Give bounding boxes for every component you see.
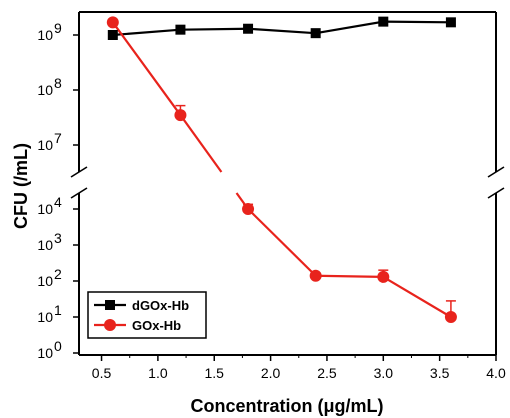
y-axis-break-left — [70, 166, 88, 199]
series-line-segment — [315, 20, 384, 35]
series-line-segment — [247, 208, 317, 277]
y-tick-label: 10 — [37, 237, 53, 253]
y-tick-exponent: 0 — [54, 338, 62, 354]
series-line-segment — [112, 28, 181, 37]
y-axis-break-right — [487, 166, 505, 199]
series-line-segment — [315, 274, 384, 278]
series-line-segment — [180, 27, 249, 31]
legend-marker-circle — [104, 319, 116, 331]
x-axis-title: Concentration (μg/mL) — [191, 396, 384, 416]
data-point-circle — [242, 203, 255, 215]
y-tick-exponent: 1 — [54, 302, 62, 318]
x-tick-label: 2.5 — [317, 365, 337, 381]
y-tick-exponent: 7 — [54, 130, 62, 146]
x-tick-label: 4.0 — [486, 365, 506, 381]
data-point-square — [243, 23, 254, 34]
data-point-square — [107, 30, 118, 40]
y-tick-label: 10 — [37, 82, 53, 98]
legend-marker-square — [105, 300, 115, 310]
legend-label: GOx-Hb — [132, 318, 181, 333]
data-point-square — [310, 28, 321, 39]
data-point-circle — [309, 269, 322, 282]
legend: dGOx-Hb GOx-Hb — [87, 291, 207, 339]
series-markers — [106, 16, 457, 323]
data-point-square — [445, 17, 456, 28]
x-tick-label: 1.5 — [205, 365, 225, 381]
y-tick-exponent: 3 — [54, 230, 62, 246]
series-line-segment — [111, 21, 182, 116]
y-axis-title: CFU (/mL) — [11, 143, 31, 229]
series-line-segment — [247, 27, 316, 35]
axes — [70, 11, 505, 361]
y-tick-label: 10 — [37, 309, 53, 325]
x-tick-label: 3.5 — [430, 365, 450, 381]
y-tick-exponent: 4 — [54, 194, 62, 210]
y-tick-exponent: 8 — [54, 75, 62, 91]
x-tick-label: 0.5 — [92, 365, 112, 381]
data-point-circle — [377, 270, 390, 283]
y-tick-label: 10 — [37, 273, 53, 289]
tick-labels: 0.5 1.0 1.5 2.0 2.5 3.0 3.5 4.010 010 110 210 310 41… — [37, 20, 506, 381]
legend-label: dGOx-Hb — [132, 298, 189, 313]
y-tick-label: 10 — [37, 201, 53, 217]
y-tick-label: 10 — [37, 27, 53, 43]
series-line-segment — [179, 114, 223, 173]
y-tick-label: 10 — [37, 345, 53, 361]
series-line-segment — [383, 20, 451, 24]
y-tick-exponent: 9 — [54, 20, 62, 36]
y-tick-exponent: 2 — [54, 266, 62, 282]
x-tick-label: 3.0 — [374, 365, 394, 381]
data-point-square — [175, 24, 186, 35]
x-tick-label: 1.0 — [148, 365, 168, 381]
x-tick-label: 2.0 — [261, 365, 281, 381]
series-lines — [111, 20, 456, 318]
data-point-square — [378, 16, 389, 27]
y-tick-label: 10 — [37, 137, 53, 153]
series-line-segment — [382, 275, 452, 318]
data-point-circle — [444, 311, 457, 323]
data-point-circle — [174, 109, 187, 122]
data-point-circle — [106, 16, 119, 29]
